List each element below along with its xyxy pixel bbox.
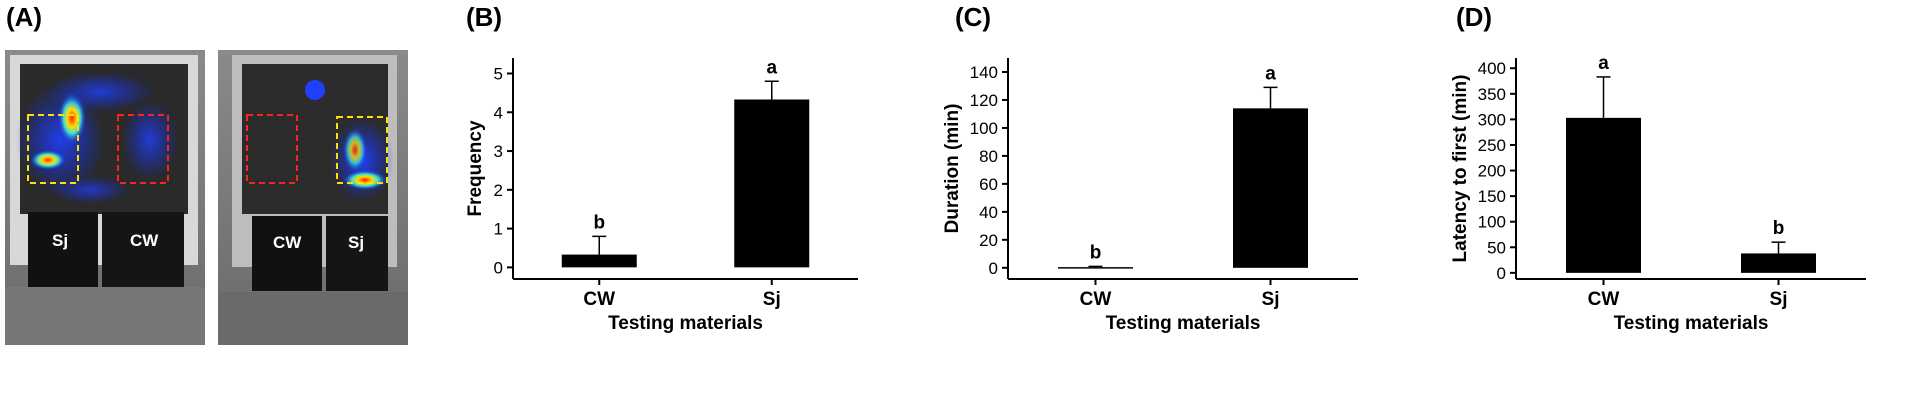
bar: [1058, 267, 1133, 269]
x-axis-title: Testing materials: [608, 313, 763, 334]
zone-box-yellow: [336, 116, 388, 184]
y-axis-title: Latency to first (min): [1450, 75, 1471, 263]
y-tick-label: 0: [494, 258, 503, 277]
significance-letter: b: [1090, 242, 1102, 263]
zone-box-yellow: [27, 114, 79, 184]
y-tick-label: 300: [1478, 110, 1506, 129]
y-tick-label: 60: [979, 175, 998, 194]
y-tick-label: 3: [494, 142, 503, 161]
heat-blob: [30, 150, 66, 170]
bar: [1233, 108, 1308, 268]
photo-right-label-sj: Sj: [348, 233, 364, 252]
heat-spot: [305, 80, 325, 100]
x-tick-label: CW: [1588, 289, 1620, 310]
arena-photo-right: CW Sj: [218, 50, 408, 345]
panel-label-a: (A): [6, 2, 43, 32]
significance-letter: b: [1773, 218, 1785, 239]
y-tick-label: 1: [494, 220, 503, 239]
y-tick-label: 200: [1478, 162, 1506, 181]
bar: [1741, 253, 1816, 273]
sample-left-sj: [28, 212, 98, 287]
x-tick-label: Sj: [1262, 289, 1280, 310]
bar: [734, 99, 810, 268]
x-tick-label: CW: [583, 289, 615, 310]
y-tick-label: 120: [970, 91, 998, 110]
zone-box-red: [246, 114, 298, 184]
significance-letter: a: [1265, 63, 1276, 84]
zone-box-red: [117, 114, 169, 184]
photo-left-label-cw: CW: [130, 231, 159, 250]
y-tick-label: 400: [1478, 59, 1506, 78]
y-tick-label: 2: [494, 181, 503, 200]
significance-letter: a: [766, 57, 777, 78]
heat-blob: [343, 128, 367, 172]
heat-blob: [122, 100, 178, 180]
y-tick-label: 80: [979, 147, 998, 166]
heatmap-right: [330, 118, 394, 202]
x-tick-label: Sj: [1770, 289, 1788, 310]
y-tick-label: 50: [1487, 238, 1506, 257]
x-axis-title: Testing materials: [1614, 313, 1769, 334]
y-tick-label: 0: [989, 259, 998, 278]
arena-right-base: [218, 292, 408, 345]
x-tick-label: CW: [1080, 289, 1112, 310]
bar: [1566, 117, 1641, 273]
y-tick-label: 40: [979, 203, 998, 222]
y-tick-label: 150: [1478, 187, 1506, 206]
y-tick-label: 20: [979, 231, 998, 250]
x-tick-label: Sj: [763, 289, 781, 310]
y-tick-label: 350: [1478, 85, 1506, 104]
sample-right-cw: [252, 216, 322, 291]
y-axis-title: Duration (min): [942, 104, 963, 234]
x-axis-title: Testing materials: [1106, 313, 1261, 334]
y-tick-label: 100: [1478, 213, 1506, 232]
panel-label-b: (B): [466, 2, 503, 32]
significance-letter: b: [593, 212, 605, 233]
heat-blob: [45, 72, 155, 112]
sample-right-sj: [326, 216, 388, 291]
panel-label-d: (D): [1456, 2, 1493, 32]
panel-label-c: (C): [955, 2, 992, 32]
y-tick-label: 250: [1478, 136, 1506, 155]
photo-left-label-sj: Sj: [52, 231, 68, 250]
sample-left-cw: [102, 212, 184, 287]
y-axis-title: Frequency: [465, 120, 486, 217]
y-tick-label: 140: [970, 63, 998, 82]
heat-blob: [343, 170, 387, 190]
significance-letter: a: [1598, 53, 1609, 74]
y-tick-label: 4: [494, 103, 503, 122]
bar: [561, 254, 637, 268]
y-tick-label: 5: [494, 65, 503, 84]
arena-photo-left: Sj CW: [5, 50, 205, 345]
arena-left-base: [5, 287, 205, 345]
heatmap-left: [15, 72, 178, 204]
photo-right-label-cw: CW: [273, 233, 302, 252]
y-tick-label: 0: [1497, 264, 1506, 283]
y-tick-label: 100: [970, 119, 998, 138]
